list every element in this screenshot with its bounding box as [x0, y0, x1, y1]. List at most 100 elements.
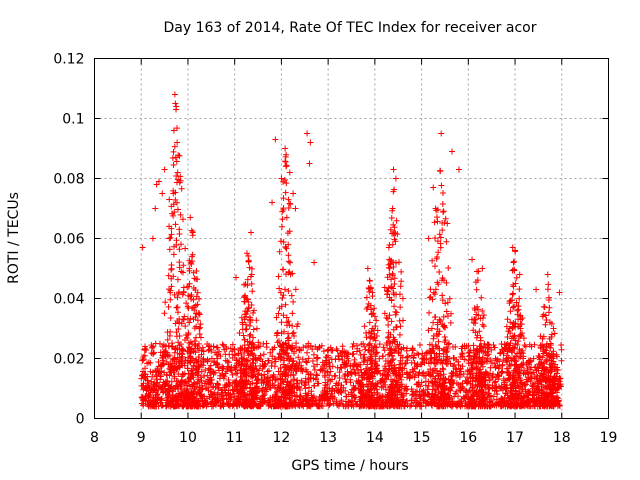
data-point [476, 328, 483, 335]
data-point [484, 381, 491, 388]
data-point [473, 353, 480, 360]
data-point [454, 372, 461, 379]
data-point [440, 375, 447, 382]
data-point [376, 355, 383, 362]
data-point [162, 299, 169, 306]
data-point [158, 362, 165, 369]
x-tick-label: 14 [366, 430, 384, 446]
data-point [471, 316, 478, 323]
data-point [548, 354, 555, 361]
data-point [537, 345, 544, 352]
data-point [424, 391, 431, 398]
data-point [200, 355, 207, 362]
data-point [145, 359, 152, 366]
data-point [181, 360, 188, 367]
data-point [453, 388, 460, 395]
data-point [139, 382, 146, 389]
data-point [152, 205, 159, 212]
data-point [245, 252, 252, 259]
data-point [366, 277, 373, 284]
data-point [244, 282, 251, 289]
data-point [391, 385, 398, 392]
data-point [327, 378, 334, 385]
data-point [534, 400, 541, 407]
data-point [409, 346, 416, 353]
data-point [453, 380, 460, 387]
data-point [139, 394, 146, 401]
data-point [267, 384, 274, 391]
data-point [500, 357, 507, 364]
data-point [186, 265, 193, 272]
data-point [267, 349, 274, 356]
data-point [481, 340, 488, 347]
data-point [292, 205, 299, 212]
data-point [153, 373, 160, 380]
data-point [547, 319, 554, 326]
data-point [551, 363, 558, 370]
data-point [372, 337, 379, 344]
data-point [280, 361, 287, 368]
data-point [376, 341, 383, 348]
data-point [542, 347, 549, 354]
data-point [171, 356, 178, 363]
data-point [534, 364, 541, 371]
data-point [172, 221, 179, 228]
data-point [188, 368, 195, 375]
data-point [451, 393, 458, 400]
data-point [538, 395, 545, 402]
data-point [354, 342, 361, 349]
data-point [148, 344, 155, 351]
data-point [455, 166, 462, 173]
data-point [369, 373, 376, 380]
data-point [179, 216, 186, 223]
data-point [174, 317, 181, 324]
data-point [403, 369, 410, 376]
data-point [194, 301, 201, 308]
data-point [446, 379, 453, 386]
data-point [229, 341, 236, 348]
data-point [547, 368, 554, 375]
data-point [388, 215, 395, 222]
data-point [477, 387, 484, 394]
data-point [217, 403, 224, 410]
data-point [237, 347, 244, 354]
data-point [255, 376, 262, 383]
data-point [312, 376, 319, 383]
data-point [198, 334, 204, 341]
data-point [398, 376, 405, 383]
data-point [396, 341, 403, 348]
data-point [360, 355, 367, 362]
data-point [331, 373, 338, 380]
data-point [259, 365, 266, 372]
data-point [284, 230, 291, 237]
data-point [282, 189, 289, 196]
data-point [503, 323, 510, 330]
data-point [188, 292, 195, 299]
data-point [191, 275, 198, 282]
data-point [336, 369, 343, 376]
data-point [401, 385, 408, 392]
data-point [475, 306, 482, 313]
data-point [276, 285, 283, 292]
data-point [174, 139, 181, 146]
data-point [545, 309, 552, 316]
data-point [511, 355, 518, 362]
data-point [221, 346, 228, 353]
data-point [314, 346, 321, 353]
data-point [309, 357, 316, 364]
data-point [321, 372, 328, 379]
data-point [511, 367, 518, 374]
data-point [154, 379, 161, 386]
data-point [437, 168, 444, 175]
data-point [530, 392, 537, 399]
data-point [396, 331, 403, 338]
data-point [188, 381, 195, 388]
data-point [502, 345, 509, 352]
data-point [429, 369, 436, 376]
data-point [366, 288, 373, 295]
data-point [522, 381, 529, 388]
data-point [516, 402, 523, 409]
data-point [428, 325, 435, 332]
data-point [395, 398, 402, 405]
data-point [383, 314, 390, 321]
